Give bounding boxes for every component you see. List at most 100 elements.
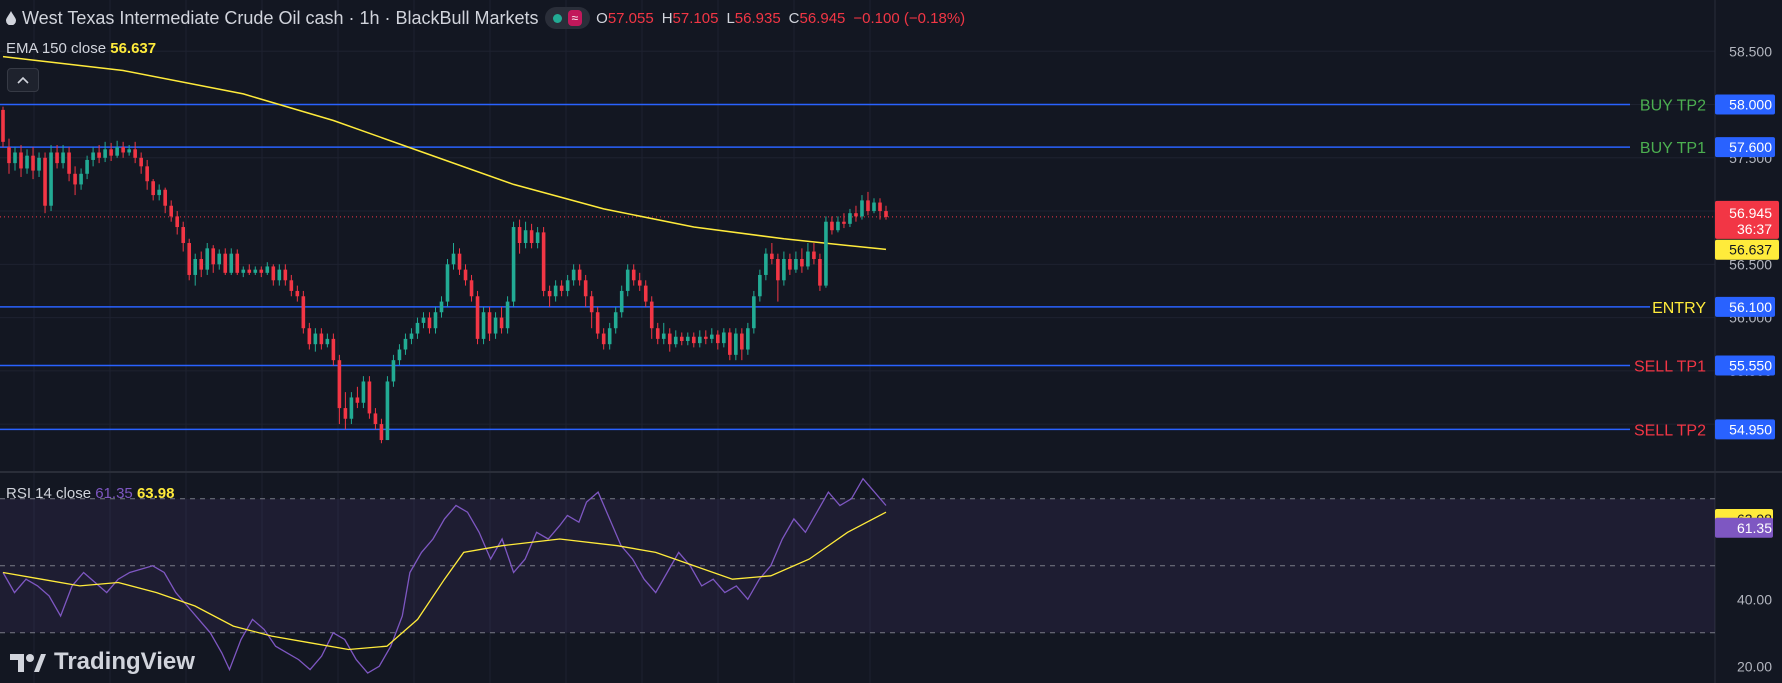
candle-body[interactable] (289, 280, 294, 291)
tradingview-logo[interactable]: TradingView (10, 648, 195, 676)
candle-body[interactable] (37, 157, 41, 171)
candle-body[interactable] (866, 200, 870, 212)
candle-body[interactable] (97, 152, 101, 158)
rsi-line[interactable] (2, 477, 887, 674)
candle-body[interactable] (277, 269, 282, 281)
candle-body[interactable] (403, 338, 408, 350)
candle-body[interactable] (583, 280, 588, 297)
candle-body[interactable] (854, 213, 858, 217)
candle-body[interactable] (337, 360, 342, 409)
candle-body[interactable] (19, 152, 23, 169)
candle-body[interactable] (421, 317, 426, 323)
candle-body[interactable] (571, 269, 576, 281)
candle-body[interactable] (79, 173, 83, 185)
candle-body[interactable] (643, 285, 648, 302)
candle-body[interactable] (565, 280, 570, 291)
candle-body[interactable] (73, 173, 77, 185)
candle-body[interactable] (872, 202, 876, 212)
candle-body[interactable] (710, 334, 714, 339)
candle-body[interactable] (740, 333, 744, 350)
candle-body[interactable] (607, 328, 612, 345)
candle-body[interactable] (139, 157, 143, 167)
candle-body[interactable] (499, 317, 504, 329)
candle-body[interactable] (451, 253, 456, 265)
candle-body[interactable] (469, 280, 474, 297)
candle-body[interactable] (223, 253, 228, 273)
candle-body[interactable] (848, 213, 852, 224)
candle-body[interactable] (547, 290, 552, 297)
candle-body[interactable] (367, 381, 372, 414)
candle-body[interactable] (818, 258, 822, 286)
candle-body[interactable] (679, 336, 684, 341)
candle-body[interactable] (85, 159, 89, 174)
candle-body[interactable] (806, 251, 810, 267)
candle-body[interactable] (878, 202, 882, 212)
candle-body[interactable] (836, 221, 840, 231)
candle-body[interactable] (770, 253, 774, 259)
candle-body[interactable] (523, 230, 528, 244)
candle-body[interactable] (373, 413, 378, 425)
candle-body[interactable] (307, 328, 312, 345)
candle-body[interactable] (457, 253, 462, 270)
candle-body[interactable] (559, 285, 564, 291)
candle-body[interactable] (55, 152, 59, 164)
candle-body[interactable] (685, 336, 690, 341)
candle-body[interactable] (860, 200, 864, 217)
candle-body[interactable] (782, 258, 786, 281)
candle-body[interactable] (788, 258, 792, 270)
candle-body[interactable] (91, 152, 95, 160)
candle-body[interactable] (283, 269, 288, 281)
candle-body[interactable] (301, 296, 306, 329)
candle-body[interactable] (271, 266, 276, 281)
candle-body[interactable] (211, 248, 216, 265)
candle-body[interactable] (43, 157, 47, 206)
candle-body[interactable] (619, 290, 624, 313)
candle-body[interactable] (235, 253, 240, 273)
candle-body[interactable] (25, 155, 29, 169)
candle-body[interactable] (247, 269, 252, 273)
candle-body[interactable] (193, 258, 198, 275)
market-status-badge[interactable]: ≈ (544, 7, 591, 29)
candle-body[interactable] (163, 189, 167, 206)
candle-body[interactable] (331, 338, 336, 361)
candle-body[interactable] (595, 312, 600, 334)
candle-body[interactable] (313, 333, 318, 345)
collapse-legend-button[interactable] (7, 68, 39, 92)
candle-body[interactable] (439, 301, 444, 313)
candle-body[interactable] (487, 312, 492, 334)
candle-body[interactable] (1, 109, 5, 142)
candle-body[interactable] (722, 332, 726, 344)
candle-body[interactable] (187, 243, 192, 275)
candle-body[interactable] (613, 312, 618, 329)
candle-body[interactable] (259, 269, 264, 273)
candle-body[interactable] (355, 397, 360, 403)
candle-body[interactable] (379, 424, 384, 441)
candle-body[interactable] (529, 230, 534, 244)
candle-body[interactable] (61, 152, 65, 164)
candle-body[interactable] (181, 227, 186, 244)
candle-body[interactable] (589, 296, 594, 313)
candle-body[interactable] (361, 381, 366, 403)
candle-body[interactable] (517, 227, 522, 244)
candle-body[interactable] (205, 248, 210, 270)
candle-body[interactable] (169, 205, 173, 217)
candle-body[interactable] (157, 189, 161, 196)
candle-body[interactable] (127, 149, 131, 153)
ema-150-line[interactable] (2, 55, 887, 251)
candle-body[interactable] (13, 152, 17, 164)
candle-body[interactable] (199, 258, 204, 270)
candle-body[interactable] (553, 285, 558, 297)
candle-body[interactable] (409, 333, 414, 339)
candle-body[interactable] (758, 274, 762, 297)
symbol-title[interactable]: West Texas Intermediate Crude Oil cash ·… (22, 7, 539, 28)
candle-body[interactable] (349, 397, 354, 419)
candle-body[interactable] (511, 227, 516, 302)
candle-body[interactable] (764, 253, 768, 275)
candle-body[interactable] (319, 333, 324, 345)
candle-body[interactable] (505, 301, 510, 329)
candle-body[interactable] (884, 211, 888, 217)
candle-body[interactable] (481, 312, 486, 339)
candle-body[interactable] (577, 269, 582, 281)
candle-body[interactable] (265, 266, 270, 273)
candle-body[interactable] (535, 232, 540, 244)
